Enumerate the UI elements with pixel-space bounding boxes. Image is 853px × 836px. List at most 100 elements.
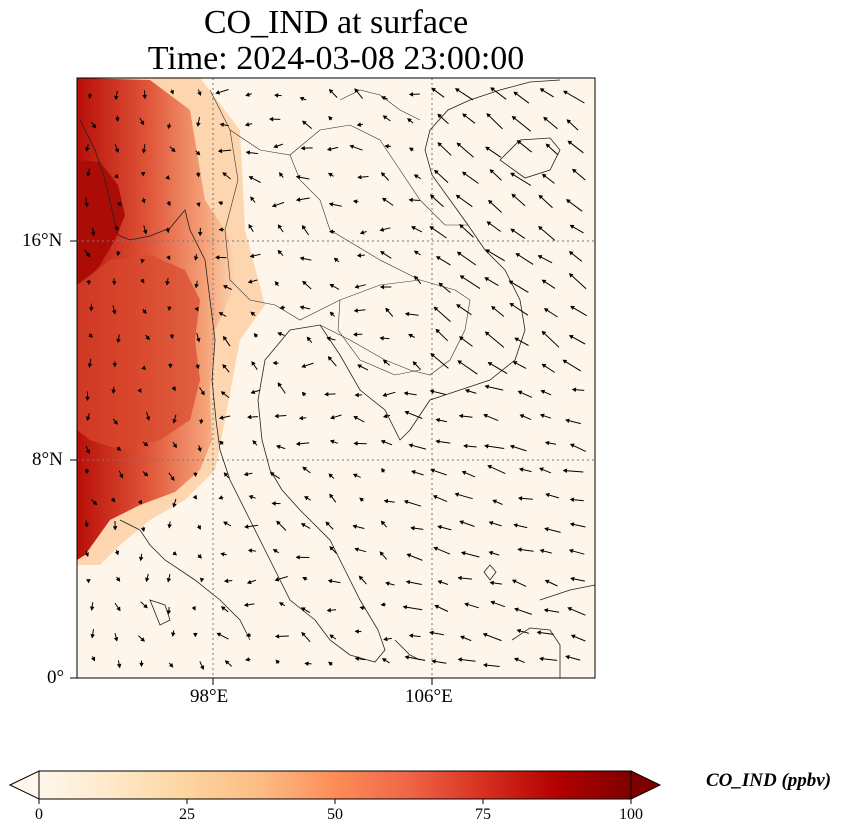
wind-vector [457, 360, 478, 375]
wind-vector-head [326, 146, 332, 152]
wind-vector-head [430, 353, 436, 358]
wind-vector-head [116, 663, 122, 669]
wind-vector-head [172, 418, 177, 424]
wind-vector-head [115, 117, 120, 122]
wind-vector-head [354, 284, 360, 289]
wind-vector-head [143, 471, 149, 477]
wind-vector-head [379, 336, 384, 341]
wind-vector-head [145, 416, 151, 421]
wind-vector-head [455, 194, 461, 200]
wind-vector-head [165, 228, 170, 234]
wind-vector-head [140, 637, 145, 642]
wind-vector-head [459, 520, 464, 525]
wind-vector-head [114, 225, 119, 231]
wind-vector-head [295, 441, 301, 446]
wind-vector-head [172, 502, 177, 508]
wind-vector-head [484, 277, 490, 282]
wind-vector-head [191, 605, 196, 611]
wind-vector-head [431, 87, 436, 93]
wind-vector-head [271, 501, 276, 506]
wind-vector-head [429, 226, 435, 231]
wind-vector-head [196, 202, 201, 208]
wind-vector-head [412, 361, 418, 366]
wind-vector-head [356, 253, 362, 258]
wind-vector-head [250, 311, 256, 317]
wind-vector [455, 88, 474, 101]
wind-vector-head [200, 665, 205, 670]
wind-vector-head [245, 150, 251, 155]
wind-vector-head [171, 386, 176, 392]
wind-vector-head [84, 202, 89, 208]
wind-vector [510, 303, 529, 316]
wind-vector-head [306, 336, 312, 342]
wind-vector [487, 465, 506, 475]
wind-vector-head [165, 175, 170, 180]
wind-vector-head [457, 575, 462, 581]
colorbar-tick-25: 25 [179, 806, 195, 823]
colorbar-tick-100: 100 [619, 806, 643, 823]
wind-vector [485, 331, 505, 348]
wind-vector-head [295, 555, 300, 560]
wind-vector [403, 606, 423, 611]
wind-vector-head [197, 554, 202, 559]
wind-vector-head [356, 122, 362, 127]
wind-vector-head [562, 90, 568, 95]
wind-vector-head [538, 194, 544, 200]
wind-vector-head [218, 495, 223, 500]
lat-label-8N: 8°N [32, 449, 63, 470]
wind-vector-head [145, 577, 150, 583]
wind-vector [563, 90, 585, 104]
wind-vector-head [382, 197, 387, 203]
wind-vector-head [298, 415, 304, 421]
wind-vector-head [326, 336, 331, 341]
wind-vector-head [408, 633, 414, 638]
wind-vector-head [570, 634, 576, 639]
wind-vector-head [405, 579, 411, 585]
wind-vector-head [352, 332, 358, 337]
wind-vector-head [462, 113, 467, 118]
wind-vector-head [511, 115, 517, 121]
wind-vector-head [492, 499, 498, 504]
wind-vector-head [196, 525, 201, 530]
wind-vector-head [245, 657, 250, 662]
wind-vector-head [408, 92, 414, 97]
wind-vector-head [222, 172, 228, 177]
wind-vector-head [353, 441, 358, 446]
wind-vector-head [279, 305, 284, 310]
wind-vector-head [380, 251, 385, 256]
wind-vector-head [195, 172, 201, 178]
wind-vector-head [544, 527, 549, 532]
wind-vector-head [509, 302, 515, 308]
wind-vector-head [536, 630, 542, 635]
wind-vector-head [142, 309, 147, 315]
wind-vector-head [216, 632, 222, 637]
wind-vector-head [488, 199, 493, 205]
wind-vector-head [433, 306, 439, 312]
wind-vector-head [460, 635, 465, 640]
wind-vector-head [454, 492, 460, 497]
wind-vector-head [413, 250, 419, 255]
wind-vector-head [571, 387, 577, 392]
wind-vector-head [269, 472, 275, 477]
wind-vector-head [380, 520, 386, 526]
wind-vector [456, 142, 474, 158]
wind-vector [512, 116, 532, 132]
wind-vector-head [461, 470, 467, 476]
wind-vector-head [274, 280, 280, 286]
colorbar-extend-high [630, 770, 662, 800]
wind-vector-head [300, 145, 305, 151]
wind-vector-head [172, 443, 177, 449]
wind-vector-head [114, 95, 119, 101]
wind-vector-head [486, 113, 491, 118]
wind-vector-head [565, 418, 570, 424]
wind-vector-head [250, 196, 255, 202]
wind-vector-head [354, 656, 360, 662]
wind-vector-head [197, 447, 202, 452]
wind-vector-head [88, 333, 93, 338]
wind-vector-head [382, 115, 388, 120]
wind-vector-head [545, 492, 550, 498]
wind-vector-head [85, 396, 90, 401]
wind-vector [566, 199, 583, 212]
wind-vector-head [276, 444, 281, 450]
wind-vector-head [379, 227, 385, 232]
